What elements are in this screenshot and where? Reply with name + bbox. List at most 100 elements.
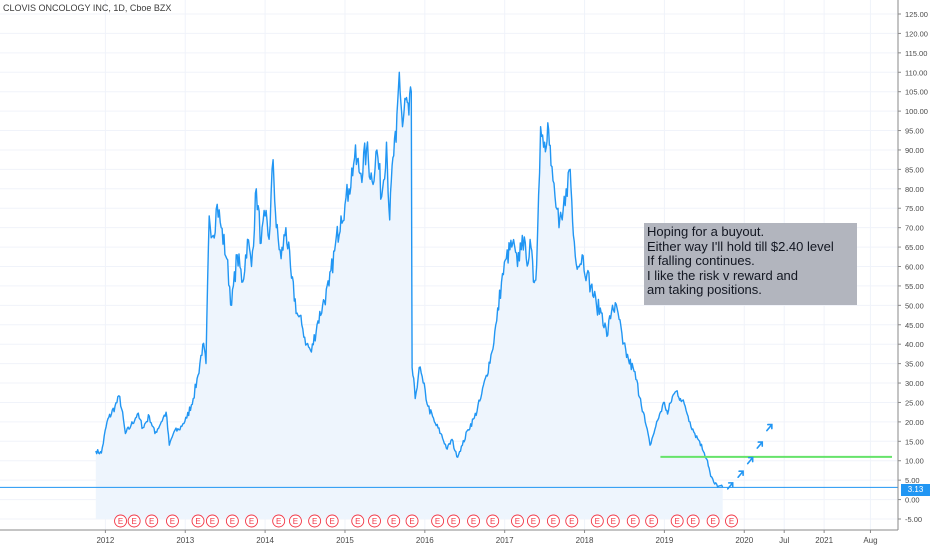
earnings-marker-circle [205,514,219,528]
earnings-marker: E [191,514,205,528]
earnings-marker-circle [368,514,381,528]
earnings-marker: E [114,514,128,528]
earnings-marker: E [272,514,286,528]
reference-lines-layer [0,455,898,488]
earnings-marker-label: E [409,517,414,526]
earnings-marker-circle [325,514,339,528]
earnings-marker: E [590,514,604,528]
earnings-marker-circle [725,514,738,528]
earnings-marker: E [526,514,540,528]
projection-arrow [756,441,764,449]
y-tick-label: 50.00 [905,301,924,310]
y-tick-label: 60.00 [905,263,924,272]
x-tick-label: 2012 [96,536,114,545]
earnings-marker: E [225,514,239,528]
y-tick-label: 70.00 [905,224,924,233]
x-tick-label: 2015 [336,536,354,545]
projection-arrow-path [746,456,754,465]
earnings-marker-label: E [611,517,616,526]
x-tick-label: 2021 [815,536,833,545]
earnings-marker-label: E [170,517,175,526]
earnings-marker-label: E [471,517,476,526]
x-tick-label: 2013 [176,536,194,545]
y-tick-label: 110.00 [905,68,927,77]
annotation-line: Either way I'll hold till $2.40 level [647,238,834,254]
earnings-marker: E [725,514,738,528]
earnings-marker-label: E [490,517,495,526]
earnings-marker: E [205,514,219,528]
earnings-marker-label: E [195,517,200,526]
y-tick-label: 85.00 [905,165,924,174]
earnings-marker-circle [511,514,524,528]
y-tick-label: 25.00 [905,398,924,407]
earnings-marker-label: E [595,517,600,526]
x-tick-label: 2014 [256,536,274,545]
y-tick-label: 0.00 [905,496,920,505]
earnings-marker-circle [225,514,239,528]
earnings-marker-circle [626,514,640,528]
earnings-marker-label: E [729,517,734,526]
y-tick-label: 40.00 [905,340,924,349]
annotation-line: I like the risk v reward and [647,267,799,283]
earnings-marker-circle [590,514,604,528]
projection-arrow [766,423,773,432]
earnings-marker-label: E [675,517,680,526]
x-tick-label: 2017 [496,536,514,545]
earnings-marker-label: E [293,517,298,526]
annotation-note[interactable]: Hoping for a buyout. Either way I'll hol… [644,223,857,305]
y-tick-label: 125.00 [905,10,928,19]
projection-arrow [726,482,734,490]
earnings-marker-circle [447,514,461,528]
y-tick-label: 65.00 [905,243,924,252]
y-tick-label: 5.00 [905,476,920,485]
y-tick-label: 90.00 [905,146,924,155]
earnings-marker-label: E [435,517,440,526]
earnings-marker-label: E [391,517,396,526]
earnings-marker-circle [405,514,419,528]
earnings-marker-circle [114,514,128,528]
earnings-marker-circle [670,514,684,528]
x-tick-label: 2016 [416,536,434,545]
y-tick-label: 120.00 [905,29,928,38]
earnings-marker: E [405,514,419,528]
earnings-marker-circle [289,514,302,528]
projection-arrow [746,456,754,465]
earnings-marker-label: E [276,517,281,526]
earnings-marker-circle [191,514,205,528]
earnings-marker-label: E [710,517,715,526]
y-tick-label: -5.00 [905,515,922,524]
y-tick-label: 20.00 [905,418,924,427]
earnings-marker: E [645,514,659,528]
y-tick-label: 95.00 [905,127,924,136]
earnings-marker-circle [127,514,141,528]
y-tick-label: 10.00 [905,457,924,466]
earnings-marker-label: E [531,517,536,526]
x-tick-label: 2019 [656,536,674,545]
earnings-marker-label: E [149,517,154,526]
y-tick-label: 15.00 [905,437,924,446]
earnings-marker-label: E [631,517,636,526]
earnings-marker: E [166,514,179,528]
earnings-marker: E [387,514,401,528]
earnings-marker-label: E [131,517,136,526]
earnings-marker: E [431,514,445,528]
y-tick-label: 45.00 [905,321,924,330]
earnings-marker-label: E [210,517,215,526]
y-tick-label: 55.00 [905,282,924,291]
annotation-line: If falling continues. [647,253,755,268]
earnings-marker-label: E [249,517,254,526]
earnings-marker-circle [431,514,445,528]
earnings-marker: E [145,514,159,528]
earnings-marker-circle [606,514,620,528]
earnings-marker: E [486,514,500,528]
earnings-marker: E [706,514,720,528]
x-axis: 2012 2013 2014 2015 2016 2017 2018 2019 2020 Jul 2… [0,529,898,545]
earnings-marker: E [546,514,560,528]
earnings-marker-label: E [372,517,377,526]
projection-arrows-layer [726,423,773,490]
earnings-marker: E [308,514,322,528]
earnings-marker-circle [526,514,540,528]
earnings-marker-label: E [355,517,360,526]
